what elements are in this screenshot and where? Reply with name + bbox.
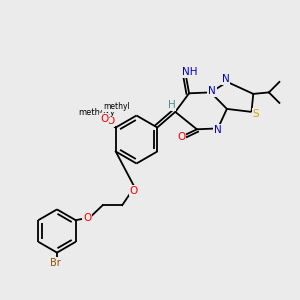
Text: NH: NH (182, 67, 197, 77)
Text: O: O (130, 185, 138, 196)
Text: methyl: methyl (103, 102, 130, 111)
Text: N: N (208, 86, 216, 96)
Text: O: O (177, 132, 185, 142)
Text: methoxy: methoxy (78, 107, 115, 116)
Text: O: O (106, 116, 115, 126)
Text: S: S (252, 109, 259, 119)
Text: H: H (168, 100, 176, 110)
Text: N: N (222, 74, 230, 85)
Text: N: N (214, 125, 222, 135)
Text: O: O (83, 213, 92, 223)
Text: O: O (100, 113, 108, 124)
Text: Br: Br (50, 258, 61, 268)
